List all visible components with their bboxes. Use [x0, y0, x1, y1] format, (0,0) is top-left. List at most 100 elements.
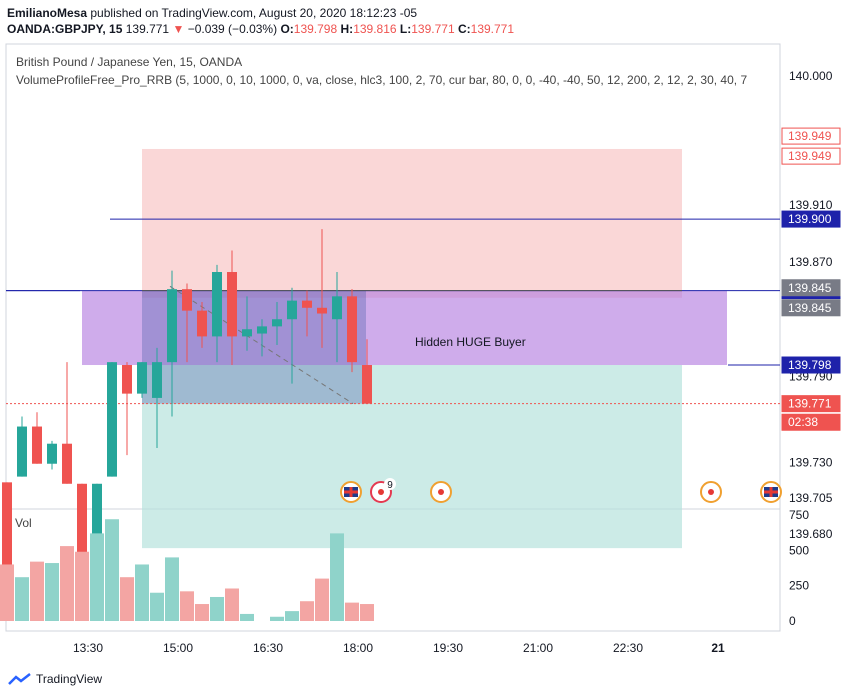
event-dot-icon [378, 489, 384, 495]
price-tick-label: 139.910 [789, 198, 833, 212]
last-price: 139.771 [125, 22, 170, 36]
annotation-text[interactable]: Hidden HUGE Buyer [415, 335, 526, 349]
price-badge-label: 139.771 [788, 397, 832, 411]
pane-title: British Pound / Japanese Yen, 15, OANDA [16, 55, 243, 69]
volume-bar[interactable] [45, 563, 59, 621]
candle-body[interactable] [137, 362, 147, 394]
volume-bar[interactable] [120, 577, 134, 621]
candle-body[interactable] [182, 289, 192, 311]
candle-body[interactable] [287, 300, 297, 320]
volume-bar[interactable] [135, 564, 149, 621]
symbol-info: OANDA:GBPJPY, 15 139.771 ▼ −0.039 (−0.03… [7, 22, 514, 36]
volume-bar[interactable] [60, 546, 74, 621]
volume-bar[interactable] [285, 611, 299, 621]
candle-body[interactable] [197, 310, 207, 337]
candle-body[interactable] [122, 365, 132, 394]
time-tick-label: 16:30 [253, 641, 283, 655]
price-badge-label: 139.845 [788, 301, 832, 315]
volume-bar[interactable] [360, 604, 374, 621]
candle-body[interactable] [272, 319, 282, 327]
price-badge-label: 139.900 [788, 212, 832, 226]
volume-bar[interactable] [240, 613, 254, 621]
volume-bar[interactable] [345, 602, 359, 621]
volume-bar[interactable] [270, 616, 284, 621]
price-badge[interactable] [781, 279, 841, 297]
candle-body[interactable] [32, 426, 42, 464]
price-badge-label: 139.798 [788, 358, 832, 372]
volume-bar[interactable] [315, 578, 329, 621]
time-tick-label: 19:30 [433, 641, 463, 655]
take-profit-zone[interactable] [142, 365, 682, 549]
candle-body[interactable] [62, 443, 72, 484]
tradingview-logo[interactable]: TradingView [8, 672, 102, 686]
low-label: L: [399, 22, 412, 36]
candle-body[interactable] [107, 362, 117, 477]
candle-body[interactable] [167, 289, 177, 363]
candle-body[interactable] [2, 482, 12, 592]
price-tick-label: 139.870 [789, 255, 833, 269]
volume-tick-label: 750 [789, 508, 809, 522]
price-badge[interactable] [781, 299, 841, 317]
candle-body[interactable] [242, 329, 252, 337]
open-value: 139.798 [293, 22, 338, 36]
low-value: 139.771 [411, 22, 455, 36]
volume-bar[interactable] [195, 604, 209, 621]
volume-bar[interactable] [150, 592, 164, 621]
volume-bar[interactable] [210, 596, 224, 621]
high-value: 139.816 [353, 22, 397, 36]
time-tick-label: 15:00 [163, 641, 193, 655]
volume-bar[interactable] [330, 533, 344, 621]
price-tick-label: 140.000 [789, 69, 833, 83]
price-tick-label: 139.730 [789, 455, 833, 469]
candle-body[interactable] [257, 326, 267, 334]
indicator-legend[interactable]: VolumeProfileFree_Pro_RRB (5, 1000, 0, 1… [16, 73, 748, 87]
stop-loss-zone[interactable] [142, 148, 682, 298]
tradingview-logo-icon [8, 673, 31, 685]
candle-body[interactable] [302, 300, 312, 308]
position-entry-box[interactable] [142, 290, 366, 404]
event-count-badge [384, 478, 396, 490]
volume-bar[interactable] [90, 533, 104, 621]
event-dot-icon [708, 489, 714, 495]
volume-bar[interactable] [15, 577, 29, 621]
volume-bar[interactable] [165, 557, 179, 621]
price-badge-label: 139.949 [788, 149, 832, 163]
volume-bar[interactable] [105, 519, 119, 621]
close-value: 139.771 [470, 22, 515, 36]
price-badge[interactable] [781, 395, 841, 413]
candle-body[interactable] [152, 362, 162, 398]
volume-bar[interactable] [30, 561, 44, 621]
open-label: O: [280, 22, 294, 36]
volume-bar[interactable] [0, 564, 14, 621]
event-dot-icon [438, 489, 444, 495]
author-name[interactable]: EmilianoMesa [7, 6, 88, 20]
time-tick-label: 21 [711, 641, 725, 655]
volume-bar[interactable] [300, 601, 314, 621]
event-count-badge: 9 [387, 480, 393, 491]
high-label: H: [340, 22, 354, 36]
candle-body[interactable] [227, 272, 237, 337]
volume-bar[interactable] [180, 591, 194, 621]
volume-bar[interactable] [225, 588, 239, 621]
candle-body[interactable] [347, 296, 357, 363]
volume-tick-label: 250 [789, 579, 809, 593]
volume-bar[interactable] [75, 551, 89, 621]
candle-body[interactable] [332, 296, 342, 320]
candle-body[interactable] [362, 365, 372, 404]
candle-body[interactable] [77, 483, 87, 573]
price-badge[interactable] [781, 413, 841, 431]
candle-body[interactable] [47, 443, 57, 464]
candle-body[interactable] [92, 483, 102, 573]
candle-body[interactable] [17, 426, 27, 477]
price-badge[interactable] [781, 147, 841, 165]
time-tick-label: 18:00 [343, 641, 373, 655]
price-badge[interactable] [781, 210, 841, 228]
price-badge[interactable] [781, 127, 841, 145]
price-tick-label: 139.680 [789, 527, 833, 541]
price-badge-label: 02:38 [788, 415, 818, 429]
price-badge-label: 139.949 [788, 129, 832, 143]
candle-body[interactable] [212, 272, 222, 337]
candle-body[interactable] [317, 307, 327, 314]
price-badge[interactable] [781, 356, 841, 374]
